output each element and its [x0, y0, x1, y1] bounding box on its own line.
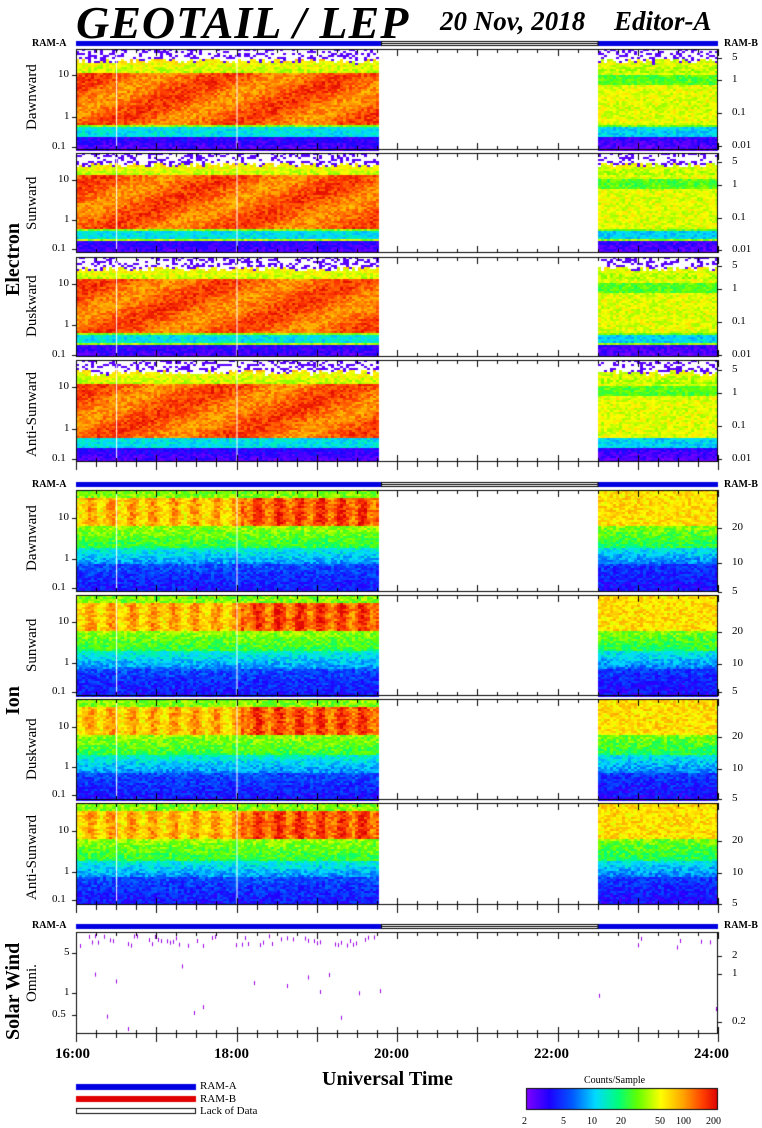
x-tick-label: 24:00 — [694, 1046, 729, 1062]
y2-tick-label: 10 — [732, 556, 743, 568]
x-axis-label: Universal Time — [322, 1068, 453, 1090]
y-tick-label: 1 — [64, 656, 70, 668]
y2-tick-label: 1 — [732, 178, 738, 190]
y-tick-label: 10 — [58, 824, 69, 836]
date-label: 20 Nov, 2018 — [440, 6, 586, 36]
y2-tick-label: 5 — [732, 363, 738, 375]
y2-tick-label: 1 — [732, 386, 738, 398]
y-tick-label: 0.1 — [52, 893, 66, 905]
y2-tick-label: 5 — [732, 51, 738, 63]
y-tick-label: 0.1 — [52, 685, 66, 697]
y-tick-label: 10 — [58, 277, 69, 289]
y-tick-label: 0.1 — [52, 242, 66, 254]
panel-label: Anti-Sunward — [24, 814, 40, 900]
y2-tick-label: 5 — [732, 155, 738, 167]
y2-tick-label: 10 — [732, 657, 743, 669]
y-tick-label: 1 — [64, 865, 70, 877]
colorbar-tick: 200 — [706, 1116, 721, 1127]
panel-label: Sunward — [24, 176, 40, 230]
y-tick-label: 10 — [58, 68, 69, 80]
y-tick-label: 0.1 — [52, 581, 66, 593]
page-title: GEOTAIL / LEP — [76, 0, 410, 48]
y2-tick-label: 0.2 — [732, 1015, 746, 1027]
ram-a-label: RAM-A — [32, 920, 67, 931]
y2-tick-label: 0.01 — [732, 243, 752, 255]
y2-tick-label: 2 — [732, 949, 738, 961]
group-label-solar-wind: Solar Wind — [2, 942, 24, 1040]
y-tick-label: 5 — [64, 946, 70, 958]
colorbar-tick: 20 — [616, 1116, 626, 1127]
y2-tick-label: 0.1 — [732, 211, 746, 223]
y-tick-label: 1 — [64, 213, 70, 225]
group-label-electron: Electron — [2, 223, 24, 296]
y2-tick-label: 5 — [732, 585, 738, 597]
y-tick-label: 0.1 — [52, 788, 66, 800]
y-tick-label: 0.1 — [52, 140, 66, 152]
y2-tick-label: 0.1 — [732, 315, 746, 327]
y2-tick-label: 20 — [732, 521, 743, 533]
legend-ram-b: RAM-B — [200, 1093, 237, 1105]
y2-tick-label: 0.1 — [732, 106, 746, 118]
x-tick-label: 16:00 — [55, 1046, 90, 1062]
panel-label: Anti-Sunward — [24, 371, 40, 457]
y2-tick-label: 0.01 — [732, 139, 752, 151]
x-tick-label: 18:00 — [214, 1046, 249, 1062]
y2-tick-label: 20 — [732, 834, 743, 846]
y-tick-label: 1 — [64, 318, 70, 330]
ram-b-label: RAM-B — [724, 920, 758, 931]
y2-tick-label: 20 — [732, 730, 743, 742]
colorbar-tick: 50 — [655, 1116, 665, 1127]
y2-tick-label: 5 — [732, 792, 738, 804]
y-tick-label: 0.5 — [52, 1008, 66, 1020]
y2-tick-label: 0.1 — [732, 419, 746, 431]
panel-label: Dawnward — [24, 505, 40, 572]
y2-tick-label: 20 — [732, 625, 743, 637]
y2-tick-label: 5 — [732, 897, 738, 909]
y-tick-label: 10 — [58, 615, 69, 627]
ram-b-label: RAM-B — [724, 479, 758, 490]
editor-label: Editor-A — [614, 6, 712, 36]
y-tick-label: 1 — [64, 552, 70, 564]
panel-label: Dawnward — [24, 64, 40, 130]
colorbar-title: Counts/Sample — [584, 1075, 646, 1086]
y2-tick-label: 1 — [732, 282, 738, 294]
y2-tick-label: 10 — [732, 762, 743, 774]
ram-a-label: RAM-A — [32, 38, 67, 49]
ram-a-label: RAM-A — [32, 479, 67, 490]
y-tick-label: 1 — [64, 986, 70, 998]
y2-tick-label: 0.01 — [732, 452, 752, 464]
legend-lack-of-data: Lack of Data — [200, 1105, 258, 1117]
y-tick-label: 1 — [64, 422, 70, 434]
y2-tick-label: 10 — [732, 866, 743, 878]
y-tick-label: 10 — [58, 720, 69, 732]
y-tick-label: 10 — [58, 380, 69, 392]
colorbar-tick: 10 — [587, 1116, 597, 1127]
colorbar-tick: 5 — [561, 1116, 566, 1127]
group-label-ion: Ion — [2, 686, 24, 715]
y-tick-label: 10 — [58, 173, 69, 185]
y-tick-label: 0.1 — [52, 348, 66, 360]
y-tick-label: 1 — [64, 760, 70, 772]
panel-label: Sunward — [24, 618, 40, 673]
ram-b-label: RAM-B — [724, 38, 758, 49]
y2-tick-label: 5 — [732, 685, 738, 697]
y-tick-label: 1 — [64, 110, 70, 122]
colorbar-tick: 2 — [522, 1116, 527, 1127]
y2-tick-label: 0.01 — [732, 348, 752, 360]
y2-tick-label: 1 — [732, 967, 738, 979]
panel-label: Duskward — [24, 275, 40, 338]
y2-tick-label: 5 — [732, 259, 738, 271]
panel-label: Omni. — [24, 964, 40, 1002]
colorbar-tick: 100 — [676, 1116, 691, 1127]
legend-ram-a: RAM-A — [200, 1080, 237, 1092]
x-tick-label: 22:00 — [534, 1046, 569, 1062]
panel-label: Duskward — [24, 718, 40, 780]
y-tick-label: 10 — [58, 511, 69, 523]
x-tick-label: 20:00 — [374, 1046, 409, 1062]
y-tick-label: 0.1 — [52, 452, 66, 464]
y2-tick-label: 1 — [732, 73, 738, 85]
